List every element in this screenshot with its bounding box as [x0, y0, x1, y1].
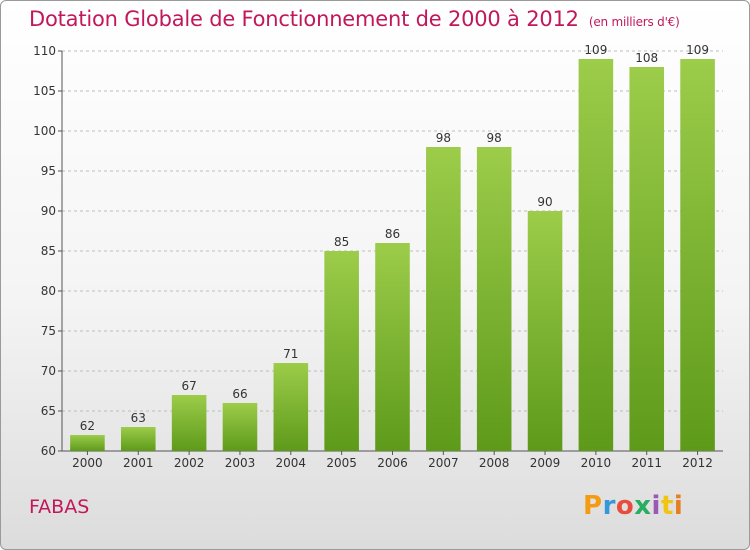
x-tick-label: 2008	[479, 456, 510, 470]
bar	[629, 67, 665, 451]
y-tick-label: 60	[41, 444, 56, 458]
bar-value-label: 85	[334, 235, 349, 249]
bar	[375, 243, 410, 451]
bar-value-label: 90	[537, 195, 552, 209]
y-tick-label: 100	[33, 124, 56, 138]
bar-value-label: 108	[635, 51, 658, 65]
y-tick-label: 110	[33, 44, 56, 58]
chart-units: (en milliers d'€)	[588, 15, 680, 29]
x-tick-label: 2005	[326, 456, 357, 470]
logo-letter: i	[651, 491, 661, 521]
bar-value-label: 86	[385, 227, 400, 241]
y-tick-label: 90	[41, 204, 56, 218]
bar	[476, 147, 512, 451]
x-tick-label: 2006	[377, 456, 408, 470]
bar	[120, 427, 156, 451]
logo-letter: P	[583, 491, 603, 521]
logo-letter: o	[615, 491, 635, 521]
commune-name: FABAS	[29, 496, 90, 518]
chart-title-text: Dotation Globale de Fonctionnement de 20…	[29, 7, 579, 31]
y-tick-label: 105	[33, 84, 56, 98]
logo-letter: r	[602, 491, 616, 521]
y-tick-label: 85	[41, 244, 56, 258]
bar	[527, 211, 563, 451]
y-tick-label: 65	[41, 404, 56, 418]
logo-letter: i	[673, 491, 684, 521]
logo-letter: t	[660, 491, 674, 521]
bar-value-label: 67	[181, 379, 196, 393]
x-tick-label: 2007	[428, 456, 459, 470]
chart-title: Dotation Globale de Fonctionnement de 20…	[29, 7, 680, 31]
bar	[426, 147, 461, 451]
bar-value-label: 109	[686, 43, 709, 57]
logo-letter: x	[634, 491, 652, 521]
x-tick-label: 2001	[123, 456, 154, 470]
bar	[222, 403, 258, 451]
x-tick-label: 2009	[530, 456, 561, 470]
bar	[70, 435, 105, 451]
x-tick-label: 2003	[225, 456, 256, 470]
x-tick-label: 2011	[631, 456, 662, 470]
bar-value-label: 98	[436, 131, 451, 145]
bar	[324, 251, 359, 451]
bar-value-label: 66	[232, 387, 247, 401]
x-tick-label: 2012	[682, 456, 713, 470]
x-tick-label: 2002	[174, 456, 205, 470]
x-tick-label: 2004	[276, 456, 307, 470]
bar	[578, 59, 614, 451]
bar-value-label: 63	[131, 411, 146, 425]
bar	[273, 363, 309, 451]
x-tick-label: 2010	[581, 456, 612, 470]
bar-value-label: 98	[487, 131, 502, 145]
bar	[680, 59, 715, 451]
bar	[171, 395, 207, 451]
bar-value-label: 109	[584, 43, 607, 57]
y-tick-label: 75	[41, 324, 56, 338]
bar-value-label: 62	[80, 419, 95, 433]
proxiti-logo: Proxiti	[583, 491, 683, 521]
y-tick-label: 80	[41, 284, 56, 298]
y-tick-label: 95	[41, 164, 56, 178]
x-tick-label: 2000	[72, 456, 103, 470]
bar-value-label: 71	[283, 347, 298, 361]
y-tick-label: 70	[41, 364, 56, 378]
